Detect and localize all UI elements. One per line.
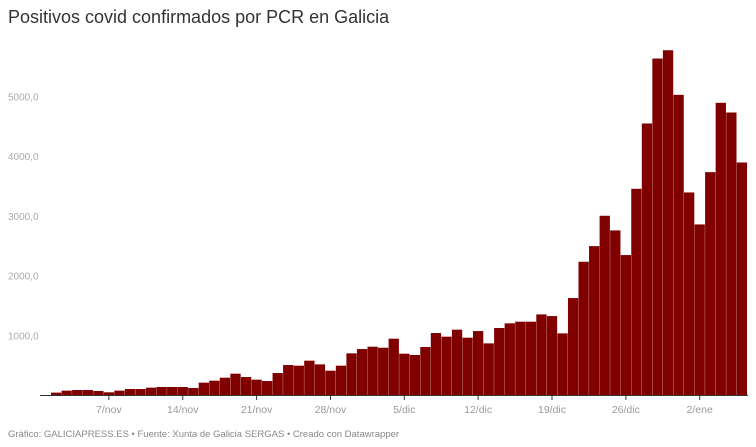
- bar-7/nov: [103, 392, 115, 395]
- bar-11/dic: [462, 337, 473, 395]
- bar-25/dic: [610, 230, 621, 395]
- bar-28/nov: [325, 370, 336, 395]
- bar-17/dic: [525, 321, 537, 395]
- x-tick-label: 14/nov: [167, 404, 199, 416]
- x-tick-label: 21/nov: [241, 404, 273, 416]
- bar-26/dic: [620, 255, 631, 395]
- bar-2/dic: [367, 346, 378, 395]
- bar-18/dic: [536, 314, 547, 395]
- bar-5/nov: [82, 389, 93, 395]
- chart-footer: Gráfico: GALICIAPRESS.ES • Fuente: Xunta…: [8, 429, 400, 440]
- bar-24/nov: [283, 365, 294, 395]
- bar-22/dic: [578, 261, 589, 395]
- bar-21/nov: [251, 379, 262, 395]
- bar-7/dic: [420, 347, 431, 395]
- bar-1/dic: [356, 349, 368, 395]
- bar-17/nov: [209, 380, 220, 395]
- bar-26/nov: [304, 360, 315, 395]
- bar-2/ene: [694, 224, 705, 395]
- bar-23/dic: [589, 246, 600, 395]
- bar-2/nov: [51, 392, 62, 395]
- bar-6/nov: [93, 391, 104, 395]
- bar-3/dic: [378, 347, 389, 395]
- bar-10/dic: [451, 329, 463, 395]
- bar-27/dic: [631, 188, 642, 395]
- bar-12/nov: [156, 387, 167, 395]
- bar-16/nov: [198, 382, 209, 395]
- bar-22/nov: [262, 381, 273, 395]
- bar-8/dic: [430, 333, 442, 395]
- bar-19/dic: [546, 316, 558, 395]
- bar-4/nov: [72, 389, 83, 395]
- bar-30/dic: [662, 50, 674, 396]
- x-tick-label: 5/dic: [393, 404, 415, 416]
- bar-13/nov: [167, 387, 178, 395]
- bar-5/ene: [726, 112, 737, 395]
- bar-29/dic: [652, 58, 663, 396]
- bar-12/dic: [473, 331, 484, 395]
- y-tick-label: 3000,0: [8, 212, 39, 223]
- y-tick-label: 1000,0: [8, 331, 39, 342]
- bar-29/nov: [335, 365, 347, 395]
- bar-23/nov: [272, 373, 283, 395]
- bar-3/ene: [705, 172, 716, 395]
- bar-14/nov: [177, 387, 188, 395]
- bar-1/ene: [684, 192, 695, 395]
- bar-15/nov: [188, 388, 199, 395]
- bar-11/nov: [145, 387, 157, 395]
- bar-13/dic: [483, 343, 494, 395]
- y-tick-label: 5000,0: [8, 93, 39, 104]
- x-tick-label: 19/dic: [538, 404, 566, 416]
- bar-10/nov: [135, 389, 146, 395]
- bar-6/dic: [409, 355, 420, 395]
- bar-20/dic: [557, 333, 568, 395]
- bar-9/dic: [441, 336, 452, 395]
- bar-24/dic: [599, 215, 610, 395]
- bar-27/nov: [314, 364, 326, 395]
- bar-20/nov: [240, 377, 252, 395]
- bar-15/dic: [504, 323, 515, 395]
- x-tick-label: 2/ene: [687, 404, 713, 416]
- x-tick-label: 12/dic: [464, 404, 492, 416]
- bar-3/nov: [61, 390, 72, 395]
- y-tick-label: 2000,0: [8, 272, 39, 283]
- bar-30/nov: [346, 353, 357, 395]
- chart-title: Positivos covid confirmados por PCR en G…: [8, 7, 390, 27]
- y-tick-label: 4000,0: [8, 152, 39, 163]
- bar-5/dic: [399, 353, 410, 395]
- bar-25/nov: [293, 365, 304, 395]
- bar-19/nov: [230, 373, 241, 395]
- bar-9/nov: [124, 389, 136, 395]
- bar-31/dic: [673, 94, 684, 395]
- x-tick-label: 7/nov: [96, 404, 122, 416]
- bar-6/ene: [736, 162, 748, 395]
- bar-18/nov: [219, 377, 231, 395]
- bar-28/dic: [641, 123, 653, 395]
- bar-14/dic: [494, 328, 505, 395]
- bar-4/dic: [388, 338, 399, 395]
- bar-21/dic: [567, 298, 579, 395]
- bar-8/nov: [114, 390, 125, 395]
- bar-4/ene: [715, 102, 726, 396]
- x-tick-label: 26/dic: [612, 404, 640, 416]
- bar-16/dic: [515, 321, 526, 395]
- x-tick-label: 28/nov: [315, 404, 347, 416]
